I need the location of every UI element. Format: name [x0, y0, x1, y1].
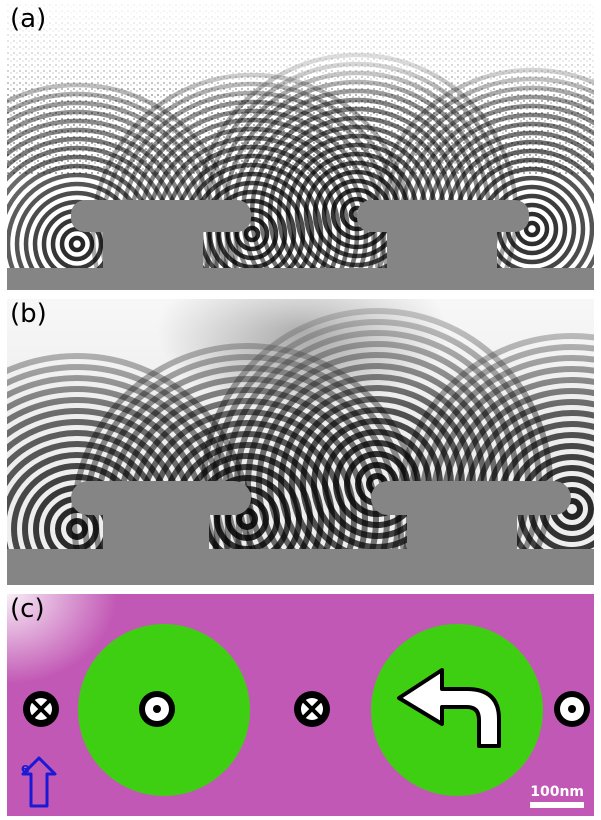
disk-right: [371, 624, 543, 796]
electron-arrow-icon: [21, 756, 57, 808]
scalebar: [530, 802, 584, 808]
electron-symbol: e: [21, 761, 30, 777]
fringe-ring: [68, 235, 86, 253]
fringe-ring: [523, 220, 541, 238]
panel-c-schematic: (c) 100nm: [7, 594, 594, 816]
panel-c-label: (c): [10, 594, 45, 624]
panel-b-label: (b): [10, 299, 47, 329]
panel-b-simulated-fringes: (b): [7, 299, 594, 585]
schematic-c: [7, 594, 594, 816]
into-page-icon: [23, 691, 59, 727]
panel-a-label: (a): [10, 4, 47, 34]
into-page-icon: [294, 691, 330, 727]
panel-a-experimental-fringes: (a): [7, 4, 594, 290]
fringe-image-a: [7, 4, 594, 290]
out-of-page-icon: [554, 691, 590, 727]
nanostructure-b: [7, 481, 594, 585]
fringe-image-b: [7, 299, 594, 585]
curved-arrow-icon: [397, 668, 501, 748]
scalebar-label: 100nm: [530, 784, 584, 800]
electron-label: e-: [21, 760, 34, 776]
out-of-page-icon: [139, 691, 175, 727]
electron-charge: -: [29, 760, 34, 770]
nanostructure-a: [7, 200, 594, 290]
